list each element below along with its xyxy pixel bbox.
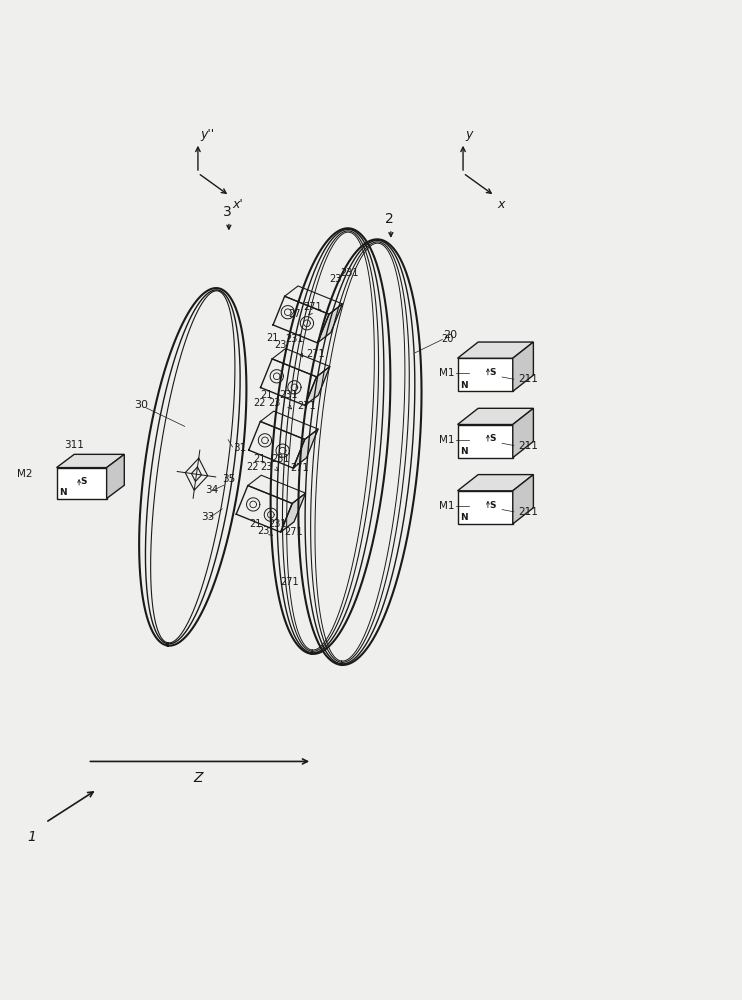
- Polygon shape: [513, 475, 533, 524]
- Text: 23: 23: [274, 340, 286, 350]
- Text: y: y: [465, 128, 473, 141]
- Text: 21: 21: [249, 519, 262, 529]
- Text: N: N: [461, 381, 468, 390]
- Polygon shape: [458, 475, 533, 491]
- Text: x: x: [498, 198, 505, 211]
- Text: 231: 231: [340, 268, 358, 278]
- Text: 271: 271: [290, 463, 309, 473]
- Text: 311: 311: [64, 440, 84, 450]
- Text: M2: M2: [18, 469, 33, 479]
- Bar: [458, 425, 513, 458]
- Polygon shape: [318, 304, 342, 343]
- Polygon shape: [513, 408, 533, 458]
- Text: 23: 23: [257, 526, 269, 536]
- Text: 34: 34: [206, 485, 219, 495]
- Text: 231: 231: [280, 390, 298, 400]
- Text: M1: M1: [439, 501, 454, 511]
- Text: 2: 2: [385, 212, 394, 226]
- Text: 20: 20: [443, 330, 457, 340]
- Text: 20: 20: [441, 334, 453, 344]
- Text: 21: 21: [260, 390, 273, 400]
- Text: M1: M1: [439, 435, 454, 445]
- Polygon shape: [305, 366, 330, 405]
- Polygon shape: [458, 342, 533, 358]
- Text: 271: 271: [298, 401, 316, 411]
- Text: 31: 31: [233, 443, 246, 453]
- Bar: [458, 491, 513, 524]
- Text: S: S: [490, 368, 496, 377]
- Text: N: N: [59, 488, 66, 497]
- Polygon shape: [107, 454, 125, 499]
- Polygon shape: [293, 429, 318, 468]
- Text: x': x': [232, 198, 243, 211]
- Text: 231: 231: [286, 334, 304, 344]
- Text: y'': y'': [200, 128, 214, 141]
- Text: 211: 211: [519, 441, 538, 451]
- Text: Z: Z: [193, 771, 203, 785]
- Text: 22: 22: [246, 462, 258, 472]
- Text: 271: 271: [306, 349, 325, 359]
- Text: 271: 271: [284, 527, 303, 537]
- Text: 35: 35: [223, 474, 235, 484]
- Text: 21: 21: [266, 333, 279, 343]
- Text: 22: 22: [253, 398, 266, 408]
- Text: M1: M1: [439, 368, 454, 378]
- Text: 3: 3: [223, 205, 232, 219]
- Text: 30: 30: [134, 400, 148, 410]
- Text: 23: 23: [268, 398, 280, 408]
- Text: 23: 23: [260, 462, 273, 472]
- Text: N: N: [461, 513, 468, 522]
- Text: N: N: [461, 447, 468, 456]
- Text: 271: 271: [303, 302, 322, 312]
- Text: 27: 27: [289, 309, 301, 319]
- Text: S: S: [490, 434, 496, 443]
- Polygon shape: [513, 342, 533, 391]
- Bar: [56, 468, 107, 499]
- Text: 33: 33: [202, 512, 215, 522]
- Polygon shape: [280, 493, 306, 532]
- Text: 231: 231: [272, 454, 290, 464]
- Text: 211: 211: [519, 374, 538, 384]
- Text: 23: 23: [329, 274, 341, 284]
- Text: 21: 21: [253, 454, 266, 464]
- Text: 271: 271: [280, 577, 299, 587]
- Polygon shape: [458, 408, 533, 425]
- Text: 1: 1: [27, 830, 36, 844]
- Bar: [458, 358, 513, 391]
- Text: S: S: [490, 501, 496, 510]
- Text: S: S: [80, 477, 87, 486]
- Text: 231: 231: [268, 519, 286, 529]
- Polygon shape: [56, 454, 125, 468]
- Text: 211: 211: [519, 507, 538, 517]
